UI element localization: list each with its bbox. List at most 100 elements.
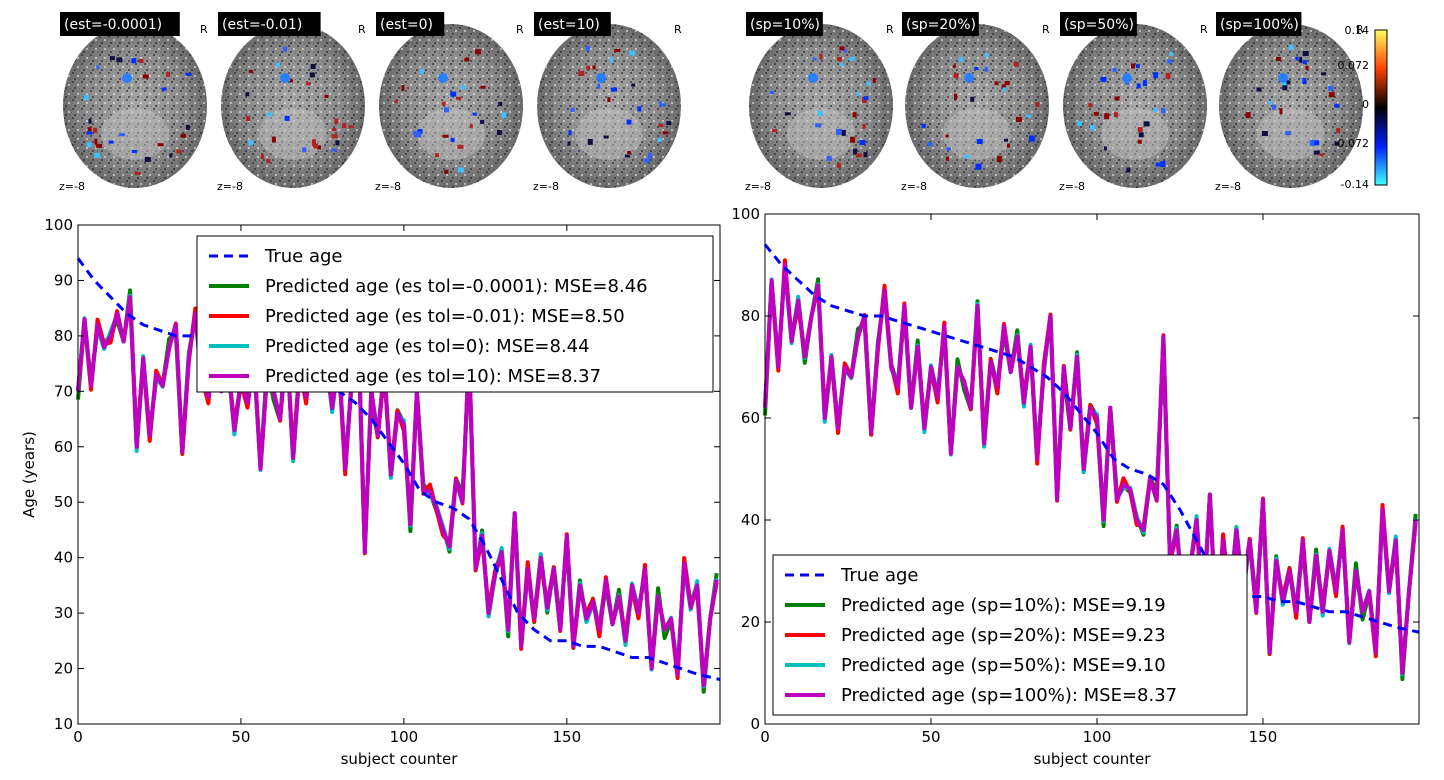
orientation-label: R <box>1356 23 1364 36</box>
x-tick-label: 50 <box>231 728 250 746</box>
slice-coordinate-label: z=-8 <box>59 180 85 193</box>
y-tick-label: 100 <box>731 205 760 223</box>
brain-label: (est=-0.01) <box>222 17 302 33</box>
orientation-label: R <box>516 23 524 36</box>
legend-entry: True age <box>840 565 918 586</box>
activation-blob <box>1113 112 1118 118</box>
legend-entry: True age <box>264 246 342 267</box>
activation-blob <box>419 68 424 74</box>
activation-blob <box>438 73 448 83</box>
activation-blob <box>660 103 666 107</box>
brain-texture <box>905 24 1049 188</box>
x-axis-label: subject counter <box>341 750 459 768</box>
x-tick-label: 100 <box>1083 728 1112 746</box>
y-tick-label: 20 <box>54 660 73 678</box>
brain-cerebellum <box>1101 108 1169 160</box>
activation-blob <box>772 129 778 133</box>
activation-blob <box>662 131 668 135</box>
activation-blob <box>1136 83 1141 89</box>
activation-blob <box>996 155 1002 162</box>
activation-blob <box>185 72 192 76</box>
activation-blob <box>1279 108 1283 115</box>
activation-blob <box>1302 60 1307 65</box>
activation-blob <box>1278 73 1288 83</box>
activation-blob <box>568 130 572 136</box>
orientation-label: R <box>358 23 366 36</box>
activation-blob <box>567 141 571 146</box>
plot-frame <box>77 224 721 725</box>
colorbar-tick-label: -0.14 <box>1341 178 1369 191</box>
activation-blob <box>1245 112 1251 119</box>
activation-blob <box>859 140 866 145</box>
activation-blob <box>1137 139 1142 144</box>
activation-blob <box>1286 80 1291 85</box>
activation-blob <box>808 73 818 83</box>
activation-blob <box>248 140 254 146</box>
legend-entry: Predicted age (sp=10%): MSE=9.19 <box>841 595 1166 616</box>
activation-blob <box>86 142 92 148</box>
activation-blob <box>863 152 868 158</box>
activation-blob <box>317 145 322 150</box>
activation-blob <box>647 152 652 159</box>
activation-blob <box>611 87 617 92</box>
activation-blob <box>1295 56 1299 61</box>
slice-coordinate-label: z=-8 <box>1215 180 1241 193</box>
activation-blob <box>248 69 253 73</box>
activation-blob <box>1319 153 1324 157</box>
activation-blob <box>176 149 182 154</box>
activation-blob <box>849 56 856 61</box>
activation-blob <box>1261 131 1268 136</box>
brain-texture <box>749 24 893 188</box>
activation-blob <box>1275 57 1281 61</box>
activation-blob <box>976 139 983 144</box>
activation-blob <box>1013 61 1019 67</box>
brain-texture <box>221 24 365 188</box>
activation-blob <box>1077 121 1083 126</box>
activation-blob <box>180 133 186 138</box>
activation-blob <box>444 169 449 174</box>
activation-blob <box>312 141 316 146</box>
brain-label: (sp=50%) <box>1064 17 1134 33</box>
activation-blob <box>166 71 171 77</box>
activation-blob <box>1155 162 1161 167</box>
brain-texture <box>537 24 681 188</box>
activation-blob <box>324 94 329 98</box>
activation-blob <box>284 115 290 121</box>
brain-label: (sp=10%) <box>750 17 820 33</box>
activation-blob <box>245 92 250 97</box>
activation-blob <box>331 148 337 152</box>
activation-blob <box>607 97 611 103</box>
activation-blob <box>627 151 632 154</box>
activation-blob <box>334 118 339 124</box>
activation-blob <box>945 134 949 138</box>
activation-blob <box>1002 87 1007 92</box>
plot-frame <box>764 213 1420 725</box>
activation-blob <box>1026 114 1032 118</box>
brain-slice: (sp=10%) Rz=-8 <box>745 12 894 193</box>
activation-blob <box>94 153 101 158</box>
activation-blob <box>309 72 315 78</box>
activation-blob <box>597 83 601 89</box>
activation-blob <box>1138 132 1144 138</box>
y-tick-label: 30 <box>54 604 73 622</box>
activation-blob <box>271 136 276 143</box>
activation-blob <box>839 46 845 51</box>
brain-label-box <box>376 12 445 36</box>
brain-slice: (est=0) Rz=-8 <box>375 12 524 193</box>
activation-blob <box>457 167 464 173</box>
activation-blob <box>94 138 98 145</box>
activation-blob <box>1328 85 1334 91</box>
activation-blob <box>836 128 842 135</box>
activation-blob <box>1285 131 1292 136</box>
activation-blob <box>1256 87 1262 92</box>
activation-blob <box>1035 102 1040 107</box>
brain-label: (est=10) <box>538 17 600 33</box>
activation-blob <box>1088 103 1093 108</box>
brain-row-left: (est=-0.0001) Rz=-8(est=-0.01) Rz=-8(est=0… <box>59 12 682 193</box>
y-tick-label: 20 <box>741 613 760 631</box>
y-tick-label: 60 <box>741 409 760 427</box>
activation-blob <box>609 56 613 63</box>
y-tick-label: 40 <box>54 549 73 567</box>
activation-blob <box>1169 52 1174 56</box>
activation-blob <box>784 112 791 116</box>
